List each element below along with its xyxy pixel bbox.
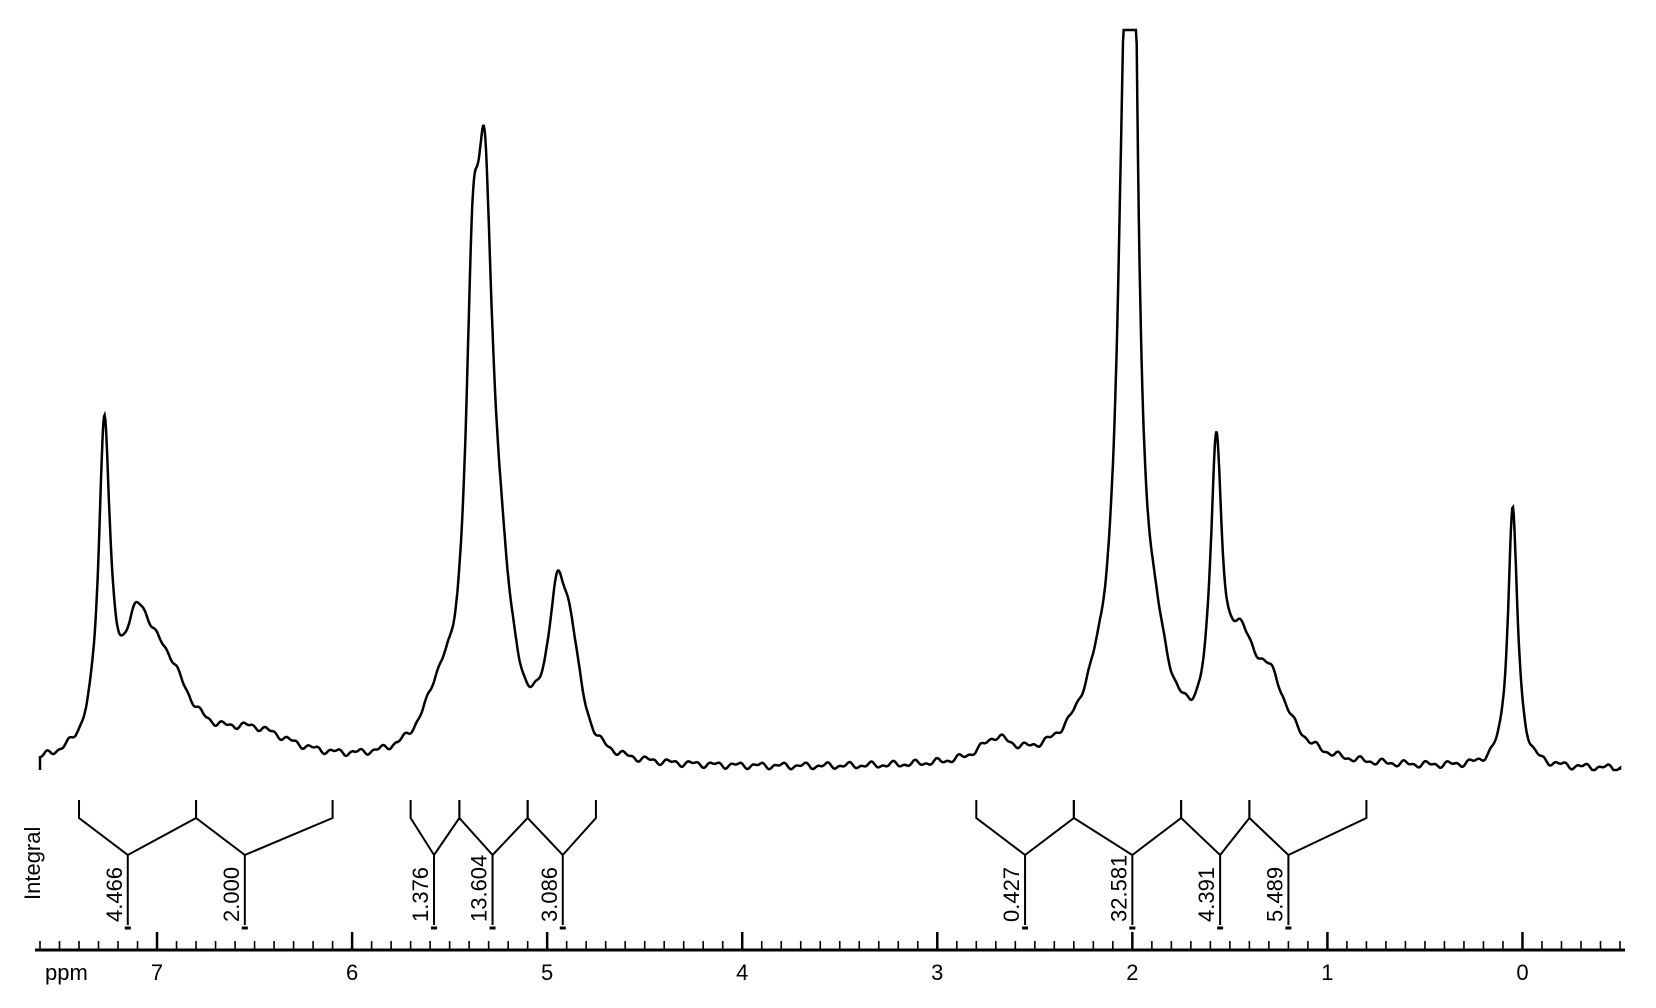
y-axis-label: Integral [20, 827, 45, 900]
integral-value: 2.000 [219, 867, 244, 922]
nmr-spectrum-chart: Integral 4.466 2.000 1.376 13.604 3.086 0.427 3… [0, 0, 1656, 1008]
x-tick-label: 0 [1516, 960, 1528, 985]
integral-bracket [976, 800, 1074, 925]
integral-value: 5.489 [1262, 867, 1287, 922]
integral-bracket [196, 800, 333, 925]
x-tick-label: 1 [1321, 960, 1333, 985]
x-tick-label: 3 [931, 960, 943, 985]
integral-value: 1.376 [408, 867, 433, 922]
integral-bracket [79, 800, 196, 925]
integral-value: 0.427 [999, 867, 1024, 922]
spectrum-trace [40, 30, 1620, 770]
x-tick-label: 2 [1126, 960, 1138, 985]
nmr-svg: Integral 4.466 2.000 1.376 13.604 3.086 0.427 3… [0, 0, 1656, 1008]
integral-value: 3.086 [537, 867, 562, 922]
x-tick-label: 5 [541, 960, 553, 985]
integral-value: 13.604 [467, 855, 492, 922]
integral-value: 4.391 [1194, 867, 1219, 922]
integral-value: 32.581 [1106, 855, 1131, 922]
x-tick-label: 6 [346, 960, 358, 985]
x-tick-label: 4 [736, 960, 748, 985]
x-tick-label: 7 [151, 960, 163, 985]
integral-value: 4.466 [102, 867, 127, 922]
x-axis-label: ppm [45, 960, 88, 985]
